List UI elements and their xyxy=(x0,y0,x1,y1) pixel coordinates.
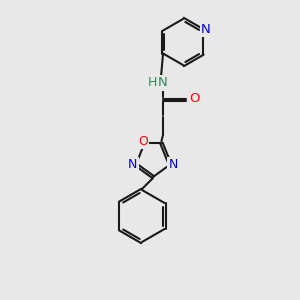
Text: O: O xyxy=(139,135,148,148)
Text: N: N xyxy=(158,76,168,89)
Text: N: N xyxy=(168,158,178,171)
Text: H: H xyxy=(147,76,157,88)
Text: O: O xyxy=(189,92,199,106)
Text: N: N xyxy=(128,158,138,171)
Text: N: N xyxy=(201,23,211,36)
